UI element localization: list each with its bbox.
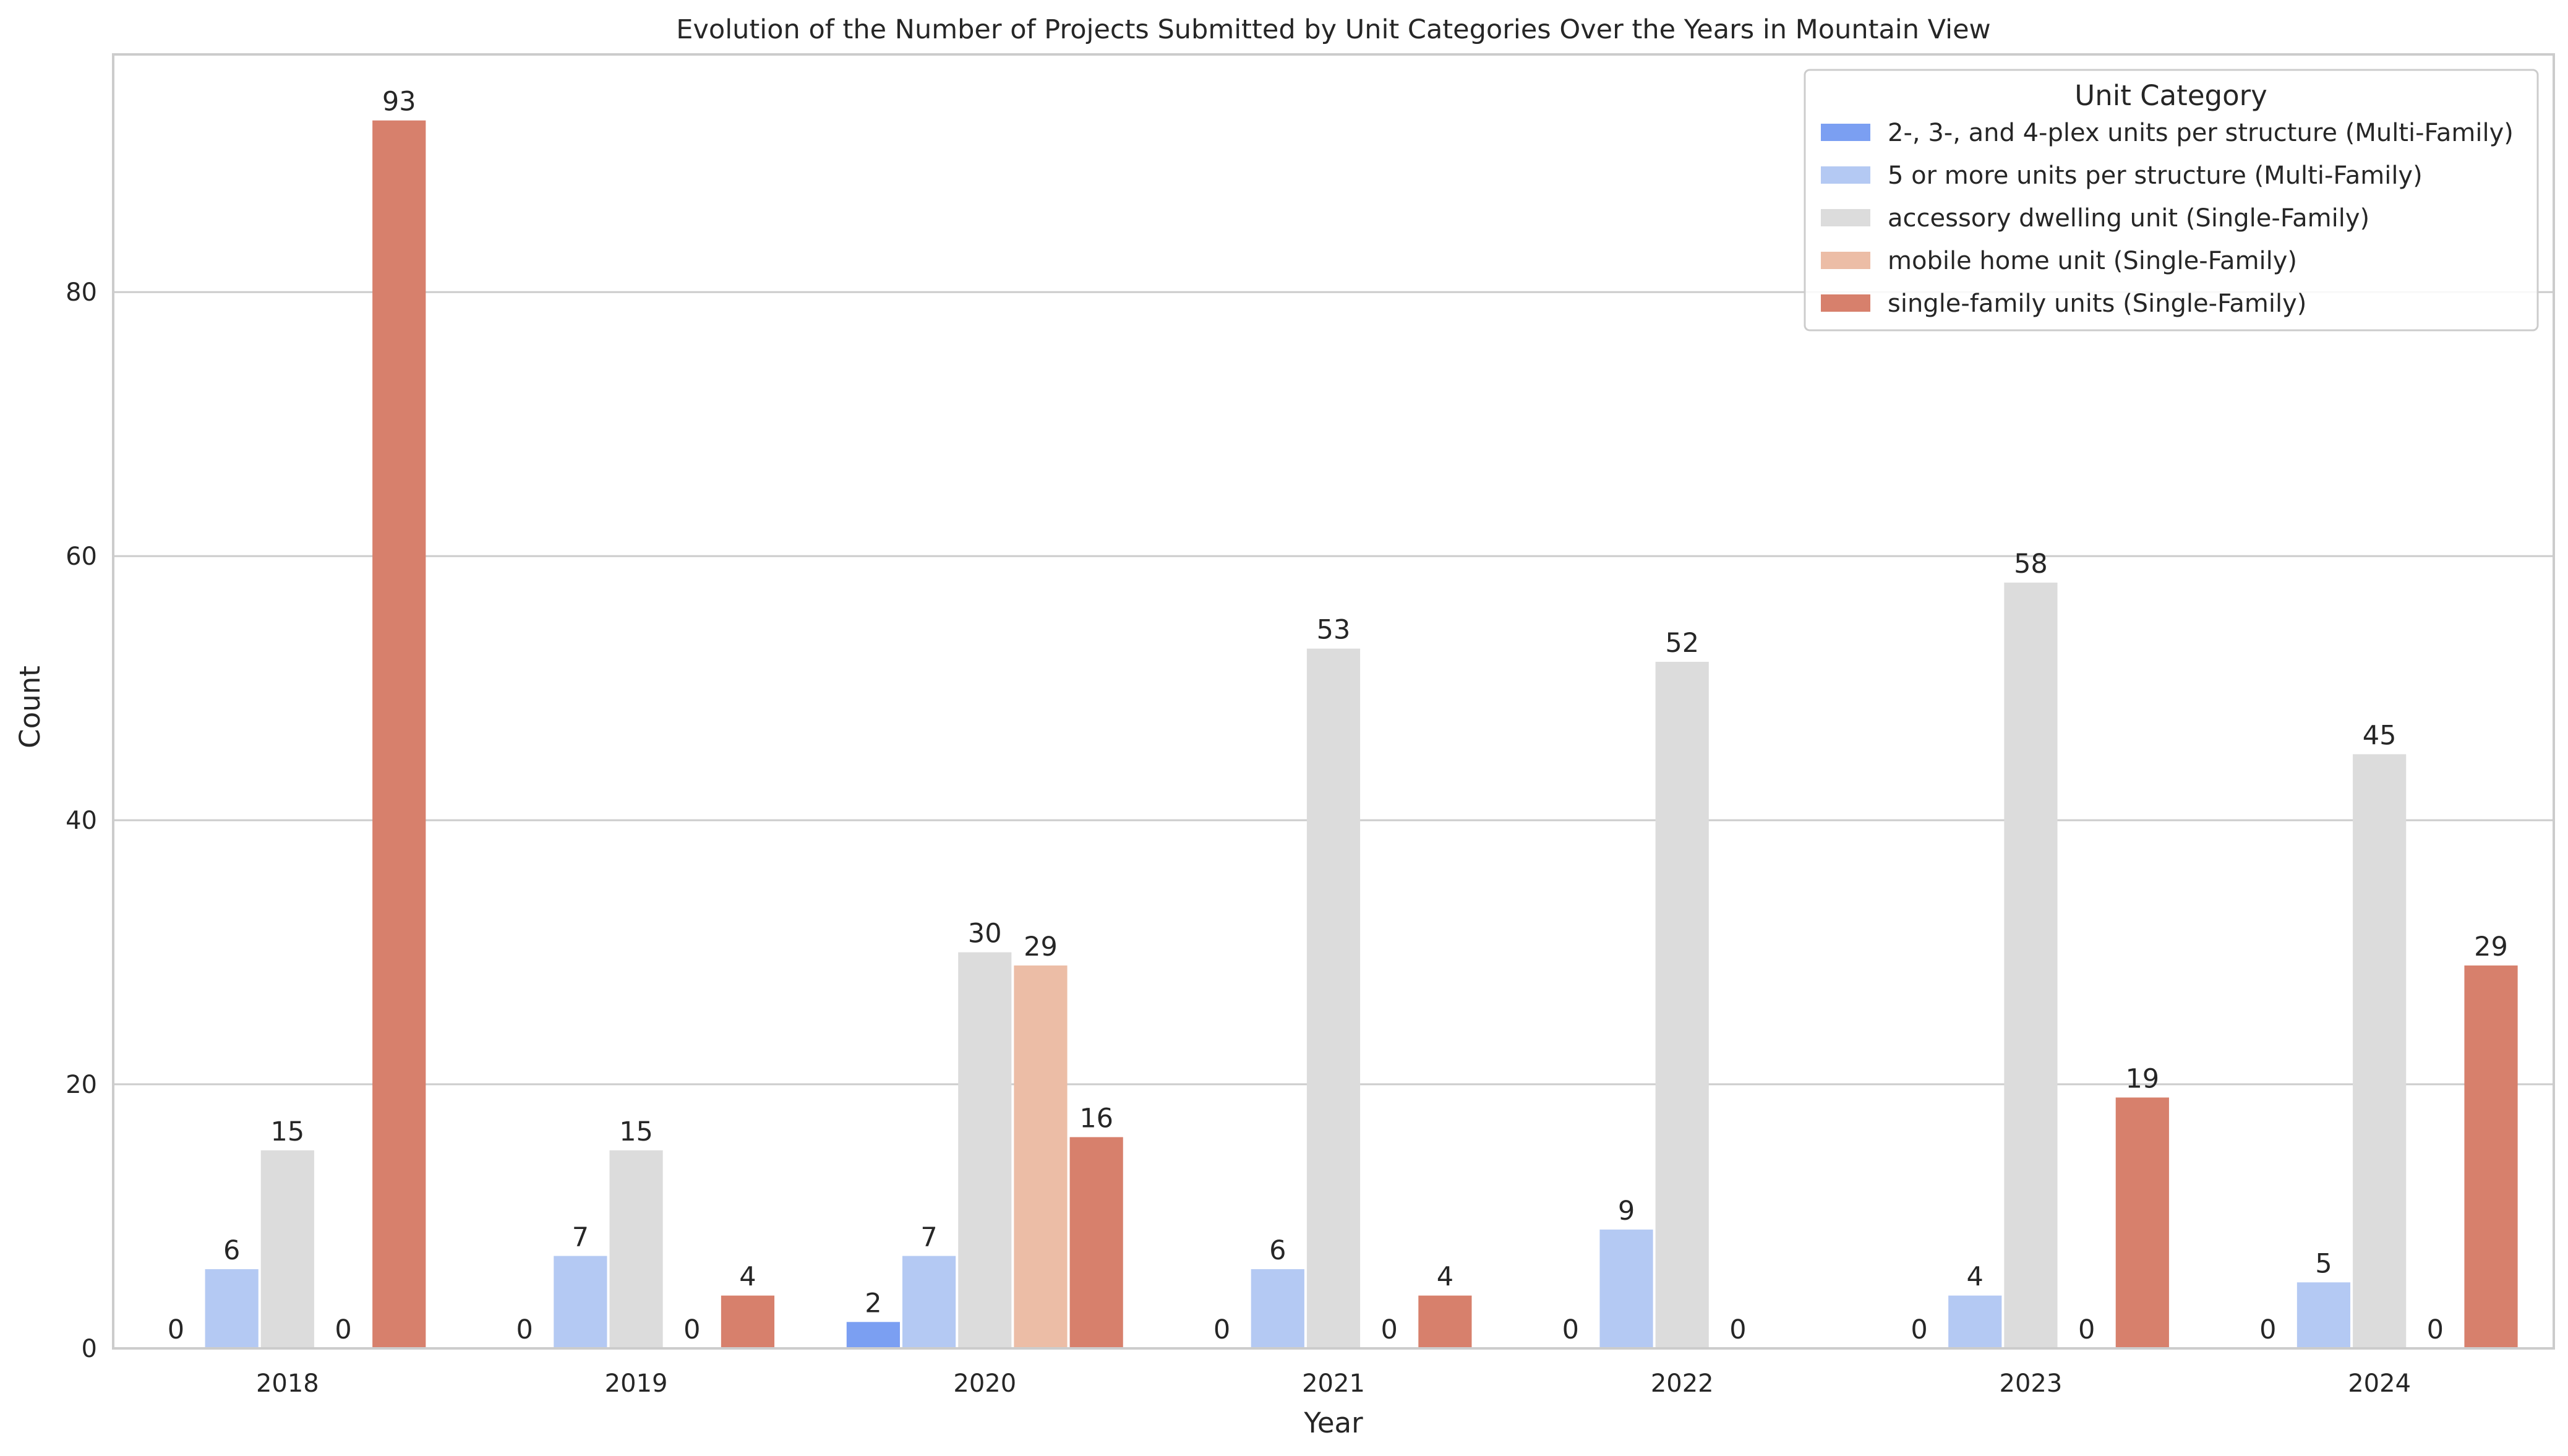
bar bbox=[2464, 965, 2518, 1348]
x-tick-label: 2024 bbox=[2348, 1369, 2411, 1398]
data-label: 29 bbox=[1024, 931, 1058, 962]
bar bbox=[205, 1269, 259, 1348]
data-label: 0 bbox=[1213, 1314, 1230, 1345]
x-tick-label: 2018 bbox=[256, 1369, 319, 1398]
bar bbox=[1948, 1295, 2002, 1348]
y-tick-label: 20 bbox=[66, 1071, 97, 1099]
legend-title: Unit Category bbox=[2074, 79, 2267, 112]
chart-title: Evolution of the Number of Projects Subm… bbox=[676, 14, 1990, 45]
legend-swatch bbox=[1821, 166, 1870, 184]
legend-entry-label: 5 or more units per structure (Multi-Fam… bbox=[1888, 161, 2423, 190]
x-tick-label: 2022 bbox=[1651, 1369, 1714, 1398]
legend-swatch bbox=[1821, 252, 1870, 269]
data-label: 53 bbox=[1317, 615, 1351, 646]
data-label: 2 bbox=[865, 1288, 881, 1319]
data-label: 6 bbox=[223, 1235, 240, 1266]
legend-swatch bbox=[1821, 294, 1870, 312]
x-tick-label: 2023 bbox=[2000, 1369, 2063, 1398]
data-label: 0 bbox=[1729, 1314, 1746, 1345]
y-tick-label: 60 bbox=[66, 542, 97, 571]
bar bbox=[1418, 1295, 1472, 1348]
data-label: 0 bbox=[1911, 1314, 1927, 1345]
bar bbox=[372, 120, 426, 1348]
bar bbox=[1014, 965, 1068, 1348]
data-label: 4 bbox=[739, 1262, 756, 1293]
data-label: 58 bbox=[2014, 549, 2048, 580]
legend-swatch bbox=[1821, 209, 1870, 226]
bar bbox=[1599, 1229, 1653, 1348]
legend-entry-label: single-family units (Single-Family) bbox=[1888, 289, 2306, 318]
data-label: 16 bbox=[1079, 1103, 1113, 1134]
data-label: 7 bbox=[572, 1222, 589, 1253]
data-label: 0 bbox=[2427, 1314, 2444, 1345]
bar bbox=[958, 952, 1012, 1348]
y-tick-label: 80 bbox=[66, 278, 97, 307]
data-label: 29 bbox=[2474, 931, 2508, 962]
data-label: 93 bbox=[382, 87, 416, 118]
bar bbox=[1069, 1137, 1123, 1348]
legend-entry-label: mobile home unit (Single-Family) bbox=[1888, 247, 2297, 275]
y-tick-label: 40 bbox=[66, 807, 97, 835]
data-label: 0 bbox=[1562, 1314, 1579, 1345]
bar bbox=[902, 1256, 956, 1348]
x-axis-label: Year bbox=[1303, 1407, 1363, 1439]
data-label: 4 bbox=[1437, 1262, 1453, 1293]
plot-frame bbox=[112, 53, 2555, 1350]
bar bbox=[1251, 1269, 1304, 1348]
bar bbox=[2296, 1282, 2351, 1348]
data-label: 7 bbox=[920, 1222, 937, 1253]
data-label: 0 bbox=[2259, 1314, 2276, 1345]
legend-swatch bbox=[1821, 124, 1870, 141]
legend-entry-label: 2-, 3-, and 4-plex units per structure (… bbox=[1888, 119, 2514, 147]
y-tick-label: 0 bbox=[82, 1335, 97, 1363]
x-tick-label: 2019 bbox=[605, 1369, 668, 1398]
bar bbox=[2353, 754, 2407, 1348]
bars bbox=[205, 120, 2518, 1348]
data-label: 5 bbox=[2315, 1248, 2332, 1279]
y-axis-label: Count bbox=[14, 666, 46, 748]
x-tick-label: 2021 bbox=[1302, 1369, 1365, 1398]
legend: Unit Category 2-, 3-, and 4-plex units p… bbox=[1804, 69, 2539, 332]
bar bbox=[721, 1295, 775, 1348]
bar bbox=[846, 1322, 900, 1348]
x-tick-label: 2020 bbox=[953, 1369, 1016, 1398]
data-label: 0 bbox=[516, 1314, 533, 1345]
bar bbox=[609, 1150, 663, 1348]
data-label: 30 bbox=[968, 919, 1002, 949]
data-label: 15 bbox=[270, 1116, 304, 1147]
data-label: 45 bbox=[2363, 720, 2397, 751]
data-label: 4 bbox=[1967, 1262, 1984, 1293]
data-label: 9 bbox=[1618, 1196, 1635, 1227]
legend-entry-label: accessory dwelling unit (Single-Family) bbox=[1888, 204, 2369, 233]
legend-box bbox=[1804, 69, 2539, 332]
bar bbox=[1306, 648, 1361, 1348]
bar bbox=[2004, 582, 2058, 1348]
data-label: 0 bbox=[335, 1314, 351, 1345]
bar bbox=[1655, 661, 1709, 1348]
bar bbox=[260, 1150, 314, 1348]
data-label: 0 bbox=[683, 1314, 700, 1345]
data-label: 52 bbox=[1665, 628, 1699, 659]
bar bbox=[2115, 1097, 2169, 1348]
data-label: 0 bbox=[168, 1314, 184, 1345]
data-label: 0 bbox=[1381, 1314, 1398, 1345]
data-label: 15 bbox=[619, 1116, 653, 1147]
data-label: 19 bbox=[2125, 1063, 2159, 1094]
data-label: 6 bbox=[1269, 1235, 1286, 1266]
bar bbox=[554, 1256, 607, 1348]
data-label: 0 bbox=[2078, 1314, 2095, 1345]
